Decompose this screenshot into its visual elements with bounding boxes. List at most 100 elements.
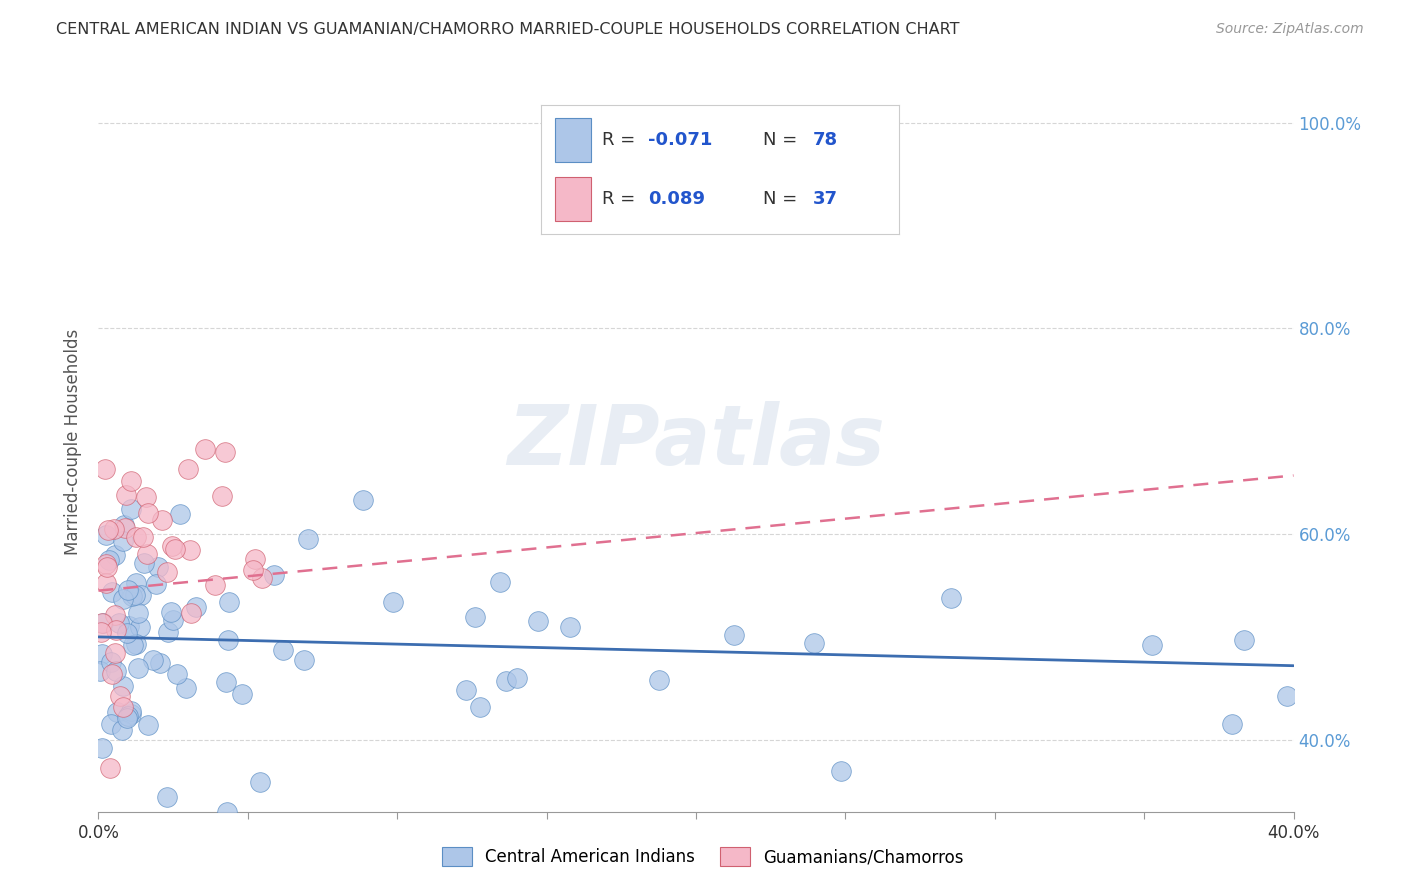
Point	[125, 636, 148, 650]
Point	[94, 575, 117, 590]
Point	[803, 635, 825, 649]
Y-axis label: Married-couple Households: Married-couple Households	[63, 328, 82, 555]
Point	[100, 716, 122, 731]
Point	[136, 718, 159, 732]
Point	[138, 506, 160, 520]
Point	[352, 492, 374, 507]
Point	[382, 595, 405, 609]
Point	[105, 706, 128, 720]
Point	[104, 664, 127, 678]
Point	[104, 646, 127, 660]
Point	[180, 606, 202, 620]
Point	[97, 523, 120, 537]
Point	[117, 711, 139, 725]
Point	[89, 664, 111, 678]
Point	[114, 521, 136, 535]
Point	[111, 723, 134, 737]
Point	[104, 608, 127, 623]
Point	[249, 775, 271, 789]
Point	[112, 700, 135, 714]
Point	[98, 761, 121, 775]
Point	[218, 595, 240, 609]
Point	[1277, 689, 1299, 703]
Text: Source: ZipAtlas.com: Source: ZipAtlas.com	[1216, 22, 1364, 37]
Point	[129, 588, 152, 602]
Point	[558, 620, 581, 634]
Point	[454, 682, 477, 697]
Point	[179, 542, 201, 557]
Point	[115, 488, 138, 502]
Point	[108, 689, 131, 703]
Point	[94, 558, 117, 572]
Point	[122, 638, 145, 652]
Point	[156, 789, 179, 804]
Point	[217, 805, 239, 819]
Point	[91, 741, 114, 756]
Point	[146, 560, 169, 574]
Point	[271, 643, 294, 657]
Point	[91, 647, 114, 661]
Point	[121, 704, 143, 718]
Point	[112, 533, 135, 548]
Point	[112, 518, 135, 533]
Point	[134, 556, 156, 570]
Point	[464, 610, 486, 624]
Point	[141, 653, 163, 667]
Point	[162, 613, 184, 627]
Point	[129, 620, 152, 634]
Point	[166, 666, 188, 681]
Point	[177, 462, 200, 476]
Point	[111, 679, 134, 693]
Point	[1233, 632, 1256, 647]
Point	[263, 567, 285, 582]
Point	[104, 548, 127, 562]
Point	[211, 490, 233, 504]
Point	[194, 442, 217, 457]
Point	[100, 655, 122, 669]
Point	[120, 501, 142, 516]
Point	[90, 624, 112, 639]
Text: CENTRAL AMERICAN INDIAN VS GUAMANIAN/CHAMORRO MARRIED-COUPLE HOUSEHOLDS CORRELAT: CENTRAL AMERICAN INDIAN VS GUAMANIAN/CHA…	[56, 22, 960, 37]
Point	[104, 623, 127, 637]
Point	[117, 708, 139, 723]
Point	[204, 578, 226, 592]
Point	[120, 475, 142, 489]
Point	[103, 522, 125, 536]
Point	[117, 583, 139, 598]
Legend: Central American Indians, Guamanians/Chamorros: Central American Indians, Guamanians/Cha…	[433, 838, 973, 875]
Point	[160, 605, 183, 619]
Point	[91, 616, 114, 631]
Point	[156, 566, 179, 580]
Point	[115, 625, 138, 640]
Point	[101, 667, 124, 681]
Point	[107, 616, 129, 631]
Text: ZIPatlas: ZIPatlas	[508, 401, 884, 482]
Point	[156, 625, 179, 640]
Point	[1220, 717, 1243, 731]
Point	[830, 764, 852, 778]
Point	[723, 628, 745, 642]
Point	[127, 661, 149, 675]
Point	[495, 674, 517, 689]
Point	[217, 632, 239, 647]
Point	[94, 527, 117, 541]
Point	[231, 687, 253, 701]
Point	[145, 576, 167, 591]
Point	[297, 533, 319, 547]
Point	[488, 575, 510, 590]
Point	[118, 619, 141, 633]
Point	[135, 490, 157, 504]
Point	[648, 673, 671, 687]
Point	[120, 707, 142, 722]
Point	[136, 547, 159, 561]
Point	[468, 700, 491, 714]
Point	[242, 563, 264, 577]
Point	[160, 539, 183, 553]
Point	[1140, 638, 1163, 652]
Point	[243, 551, 266, 566]
Point	[132, 531, 155, 545]
Point	[527, 614, 550, 628]
Point	[91, 615, 114, 630]
Point	[292, 653, 315, 667]
Point	[174, 681, 197, 695]
